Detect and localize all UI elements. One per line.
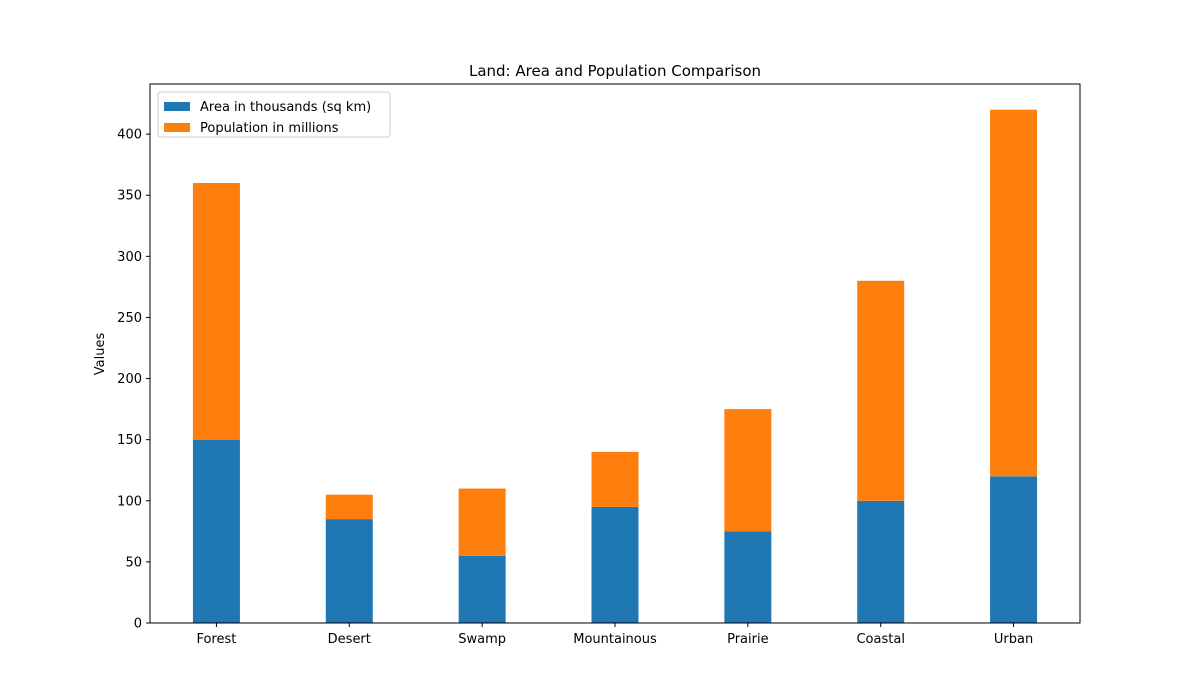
x-tick-label: Mountainous [573,632,657,647]
y-tick-label: 100 [117,494,142,509]
bar-mountainous-series-2 [591,451,639,507]
bar-prairie-series-1 [724,531,772,623]
x-tick-label: Swamp [458,632,506,647]
x-tick-label: Desert [328,632,371,647]
bar-forest-series-2 [192,183,240,440]
x-tick-label: Prairie [727,632,769,647]
legend-swatch-series-2 [164,123,190,132]
y-axis-title: Values [93,333,108,376]
bars-layer [192,109,1038,623]
legend-swatch-series-1 [164,102,190,111]
bar-urban-series-2 [990,109,1038,477]
bar-forest-series-1 [192,439,240,623]
chart-title: Land: Area and Population Comparison [469,62,761,80]
legend-label-series-2: Population in millions [200,121,339,136]
y-tick-label: 50 [125,555,142,570]
y-axis: 0 50 100 150 200 250 300 350 400 [117,128,150,632]
y-tick-label: 250 [117,311,142,326]
bar-desert-series-2 [325,494,373,520]
legend: Area in thousands (sq km) Population in m… [157,91,391,138]
y-tick-label: 300 [117,250,142,265]
y-tick-label: 400 [117,128,142,143]
y-tick-label: 150 [117,433,142,448]
legend-label-series-1: Area in thousands (sq km) [200,100,371,115]
legend-box [157,91,391,138]
y-tick-label: 200 [117,372,142,387]
x-tick-label: Coastal [856,632,904,647]
bar-coastal-series-1 [857,500,905,623]
x-axis: Forest Desert Swamp Mountainous Prairie Coast… [196,623,1033,647]
bar-swamp-series-1 [458,555,506,623]
bar-urban-series-1 [990,476,1038,623]
y-tick-label: 350 [117,189,142,204]
bar-prairie-series-2 [724,409,772,532]
x-tick-label: Urban [994,632,1033,647]
bar-coastal-series-2 [857,280,905,501]
bar-mountainous-series-1 [591,506,639,623]
bar-desert-series-1 [325,519,373,623]
y-tick-label: 0 [134,617,142,632]
x-tick-label: Forest [196,632,236,647]
bar-swamp-series-2 [458,488,506,556]
